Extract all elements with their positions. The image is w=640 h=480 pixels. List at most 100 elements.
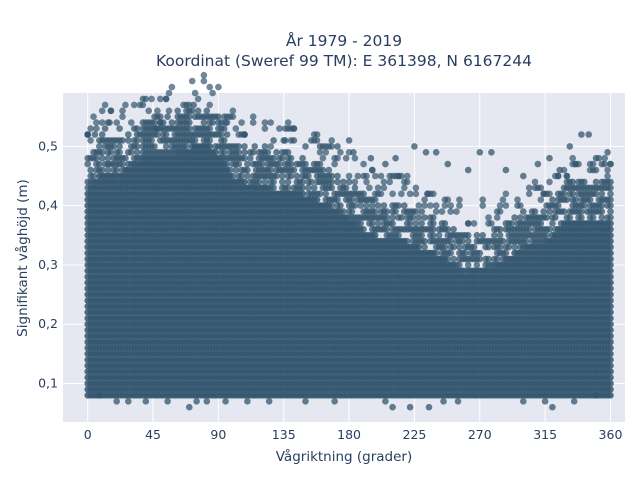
data-point bbox=[328, 184, 336, 192]
data-point bbox=[212, 149, 219, 156]
data-point bbox=[299, 178, 306, 186]
data-point bbox=[261, 178, 269, 186]
data-point bbox=[98, 131, 106, 138]
data-point bbox=[398, 172, 405, 180]
data-point bbox=[215, 83, 222, 91]
data-point bbox=[183, 143, 190, 150]
data-point bbox=[279, 178, 286, 186]
data-point bbox=[398, 190, 405, 198]
data-point bbox=[125, 131, 132, 138]
data-point bbox=[107, 149, 115, 156]
data-point bbox=[104, 154, 112, 162]
data-point bbox=[322, 190, 330, 198]
data-point bbox=[340, 178, 347, 186]
data-point bbox=[133, 143, 141, 150]
data-point bbox=[264, 149, 272, 156]
data-point bbox=[244, 166, 251, 174]
data-point bbox=[316, 160, 324, 168]
data-point bbox=[432, 202, 440, 209]
data-point bbox=[249, 149, 257, 156]
data-point bbox=[191, 137, 199, 144]
data-point bbox=[331, 160, 338, 168]
data-point bbox=[366, 184, 373, 192]
data-point bbox=[345, 172, 353, 180]
data-point bbox=[267, 166, 275, 174]
data-point bbox=[284, 149, 292, 156]
data-point bbox=[261, 119, 269, 126]
data-point bbox=[194, 95, 202, 103]
data-point bbox=[435, 232, 443, 239]
data-point bbox=[389, 220, 396, 227]
data-point bbox=[290, 125, 298, 132]
data-point bbox=[157, 113, 164, 120]
data-point bbox=[313, 131, 321, 138]
data-point bbox=[98, 107, 106, 115]
data-point bbox=[130, 101, 138, 109]
data-point bbox=[122, 101, 129, 109]
data-point bbox=[128, 119, 135, 126]
data-point bbox=[188, 107, 196, 115]
data-point bbox=[421, 243, 428, 251]
data-point bbox=[133, 125, 141, 132]
data-point bbox=[371, 172, 379, 180]
data-point bbox=[403, 178, 411, 186]
data-point bbox=[395, 232, 402, 239]
data-point bbox=[421, 214, 428, 221]
data-point bbox=[342, 154, 350, 162]
data-point bbox=[380, 178, 388, 186]
data-point bbox=[412, 208, 420, 215]
data-point bbox=[415, 214, 423, 221]
data-point bbox=[162, 143, 170, 150]
data-point bbox=[418, 220, 426, 227]
data-point bbox=[84, 160, 91, 168]
data-point bbox=[279, 154, 286, 162]
data-point bbox=[415, 202, 423, 209]
data-point bbox=[351, 178, 359, 186]
data-point bbox=[232, 166, 240, 174]
data-point bbox=[200, 119, 208, 126]
data-point bbox=[305, 172, 312, 180]
data-point bbox=[328, 143, 336, 150]
data-point bbox=[427, 202, 434, 209]
data-point bbox=[119, 107, 126, 115]
data-point bbox=[186, 119, 193, 126]
data-point bbox=[267, 143, 275, 150]
data-point bbox=[116, 149, 123, 156]
data-point bbox=[98, 154, 106, 162]
data-point bbox=[287, 154, 295, 162]
data-point bbox=[369, 220, 376, 227]
data-point bbox=[119, 137, 126, 144]
data-point bbox=[287, 160, 295, 168]
data-point bbox=[113, 166, 120, 174]
data-point bbox=[363, 202, 370, 209]
data-point bbox=[284, 184, 292, 192]
data-point bbox=[226, 166, 234, 174]
data-point bbox=[374, 184, 382, 192]
data-point bbox=[415, 243, 423, 251]
data-point bbox=[351, 202, 359, 209]
data-point bbox=[249, 113, 257, 120]
data-point bbox=[151, 119, 158, 126]
data-point bbox=[290, 166, 298, 174]
data-point bbox=[421, 202, 428, 209]
data-point bbox=[206, 125, 213, 132]
data-point bbox=[371, 232, 379, 239]
data-point bbox=[148, 95, 155, 103]
chart-title: År 1979 - 2019 Koordinat (Sweref 99 TM):… bbox=[156, 31, 532, 70]
data-point bbox=[363, 172, 370, 180]
data-point bbox=[241, 149, 248, 156]
data-point bbox=[377, 172, 385, 180]
data-point bbox=[412, 220, 420, 227]
data-point bbox=[357, 220, 365, 227]
data-point bbox=[206, 101, 213, 109]
data-point bbox=[249, 119, 257, 126]
data-point bbox=[357, 202, 365, 209]
data-point bbox=[348, 196, 356, 203]
data-point bbox=[270, 184, 277, 192]
data-point bbox=[287, 172, 295, 180]
data-point bbox=[191, 89, 199, 97]
data-point bbox=[432, 208, 440, 215]
data-point bbox=[412, 190, 420, 198]
data-point bbox=[148, 137, 155, 144]
data-point bbox=[238, 172, 245, 180]
